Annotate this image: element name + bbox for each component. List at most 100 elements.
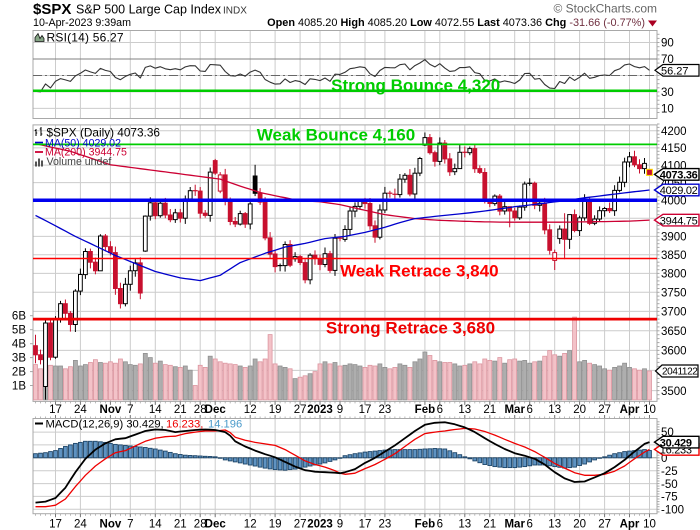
svg-text:© StockCharts.com: © StockCharts.com xyxy=(553,2,657,16)
svg-text:7: 7 xyxy=(127,519,133,530)
svg-text:4000: 4000 xyxy=(661,196,687,208)
svg-text:3650: 3650 xyxy=(661,326,687,338)
svg-text:13: 13 xyxy=(458,519,471,530)
svg-text:14: 14 xyxy=(149,404,162,416)
svg-text:12: 12 xyxy=(244,404,257,416)
svg-text:27: 27 xyxy=(598,519,611,530)
svg-text:6: 6 xyxy=(526,404,532,416)
svg-text:20: 20 xyxy=(573,519,586,530)
svg-text:4B: 4B xyxy=(12,339,26,351)
svg-text:4200: 4200 xyxy=(661,126,687,138)
svg-text:3B: 3B xyxy=(12,353,26,365)
svg-text:2023: 2023 xyxy=(307,519,333,530)
svg-text:24: 24 xyxy=(74,519,87,530)
svg-text:3750: 3750 xyxy=(661,288,687,300)
svg-text:MA(50) 4029.02: MA(50) 4029.02 xyxy=(45,137,121,149)
svg-text:3600: 3600 xyxy=(661,346,687,358)
svg-text:Apr: Apr xyxy=(620,404,640,416)
svg-text:$SPX (Daily) 4073.36: $SPX (Daily) 4073.36 xyxy=(47,126,161,140)
svg-text:6: 6 xyxy=(526,519,532,530)
svg-text:6B: 6B xyxy=(12,311,26,323)
svg-text:21: 21 xyxy=(483,519,496,530)
svg-text:28: 28 xyxy=(194,404,207,416)
svg-text:Mar: Mar xyxy=(504,519,525,530)
svg-text:5B: 5B xyxy=(12,325,26,337)
svg-text:16.233,: 16.233, xyxy=(166,419,203,431)
svg-text:14: 14 xyxy=(149,519,162,530)
svg-text:56.27: 56.27 xyxy=(661,66,689,78)
svg-text:Weak Retrace 3,840: Weak Retrace 3,840 xyxy=(340,261,498,280)
svg-text:2B: 2B xyxy=(12,367,26,379)
svg-text:21: 21 xyxy=(483,404,496,416)
svg-text:17: 17 xyxy=(359,404,372,416)
svg-text:21: 21 xyxy=(174,404,187,416)
svg-text:Apr: Apr xyxy=(620,519,640,530)
svg-text:27: 27 xyxy=(598,404,611,416)
svg-text:12: 12 xyxy=(244,519,257,530)
svg-text:13: 13 xyxy=(548,404,561,416)
svg-text:4150: 4150 xyxy=(661,143,687,155)
svg-text:7: 7 xyxy=(127,404,133,416)
svg-text:-100: -100 xyxy=(661,505,684,517)
svg-text:19: 19 xyxy=(269,519,282,530)
svg-text:17: 17 xyxy=(359,519,372,530)
svg-text:17: 17 xyxy=(49,519,62,530)
svg-text:21: 21 xyxy=(174,519,187,530)
svg-text:28: 28 xyxy=(194,519,207,530)
svg-text:Feb: Feb xyxy=(415,519,435,530)
svg-text:30: 30 xyxy=(661,87,674,99)
svg-text:20: 20 xyxy=(573,404,586,416)
svg-text:17: 17 xyxy=(49,404,62,416)
svg-text:Dec: Dec xyxy=(205,404,227,416)
svg-text:Dec: Dec xyxy=(205,519,227,530)
svg-text:3700: 3700 xyxy=(661,307,687,319)
svg-text:3900: 3900 xyxy=(661,232,687,244)
svg-text:3500: 3500 xyxy=(661,386,687,398)
svg-text:27: 27 xyxy=(294,519,307,530)
svg-text:2023: 2023 xyxy=(307,404,333,416)
svg-text:14.196: 14.196 xyxy=(208,419,242,431)
svg-text:3944.75: 3944.75 xyxy=(660,215,698,227)
svg-text:90: 90 xyxy=(661,38,674,50)
svg-text:4073.36: 4073.36 xyxy=(660,170,698,182)
svg-text:INDX: INDX xyxy=(223,6,247,17)
svg-text:27: 27 xyxy=(294,404,307,416)
svg-text:Open 4085.20 High 4085.20 Low: Open 4085.20 High 4085.20 Low 4072.55 La… xyxy=(267,17,645,29)
svg-text:23: 23 xyxy=(379,519,392,530)
svg-text:30.429: 30.429 xyxy=(660,437,692,449)
svg-text:23: 23 xyxy=(379,404,392,416)
svg-text:S&P 500 Large Cap Index: S&P 500 Large Cap Index xyxy=(76,3,222,17)
svg-text:$SPX: $SPX xyxy=(33,1,71,18)
svg-text:Nov: Nov xyxy=(100,404,122,416)
svg-text:10: 10 xyxy=(661,104,674,116)
svg-text:10: 10 xyxy=(643,404,656,416)
svg-text:10: 10 xyxy=(643,519,656,530)
svg-text:0: 0 xyxy=(661,453,667,465)
svg-text:4029.02: 4029.02 xyxy=(660,185,698,197)
svg-text:-50: -50 xyxy=(661,479,678,491)
svg-text:3800: 3800 xyxy=(661,269,687,281)
svg-text:Strong Bounce 4,320: Strong Bounce 4,320 xyxy=(331,76,500,95)
svg-text:9: 9 xyxy=(337,404,343,416)
svg-text:2041122: 2041122 xyxy=(662,367,698,378)
svg-text:-25: -25 xyxy=(661,466,678,478)
svg-text:1B: 1B xyxy=(12,381,26,393)
svg-text:3850: 3850 xyxy=(661,250,687,262)
svg-text:70: 70 xyxy=(661,54,674,66)
svg-text:13: 13 xyxy=(458,404,471,416)
svg-text:19: 19 xyxy=(269,404,282,416)
svg-text:Weak Bounce 4,160: Weak Bounce 4,160 xyxy=(257,126,415,145)
svg-text:-75: -75 xyxy=(661,492,678,504)
svg-text:6: 6 xyxy=(437,519,443,530)
svg-text:Feb: Feb xyxy=(415,404,435,416)
svg-text:Volume undef: Volume undef xyxy=(47,156,112,168)
svg-text:RSI(14) 56.27: RSI(14) 56.27 xyxy=(47,31,124,45)
svg-text:6: 6 xyxy=(437,404,443,416)
svg-text:24: 24 xyxy=(74,404,87,416)
svg-text:10-Apr-2023 9:39am: 10-Apr-2023 9:39am xyxy=(33,17,131,29)
svg-text:Strong Retrace 3,680: Strong Retrace 3,680 xyxy=(326,319,495,338)
svg-text:9: 9 xyxy=(337,519,343,530)
svg-text:MA(200) 3944.75: MA(200) 3944.75 xyxy=(45,147,127,159)
svg-text:13: 13 xyxy=(548,519,561,530)
svg-text:Nov: Nov xyxy=(100,519,122,530)
